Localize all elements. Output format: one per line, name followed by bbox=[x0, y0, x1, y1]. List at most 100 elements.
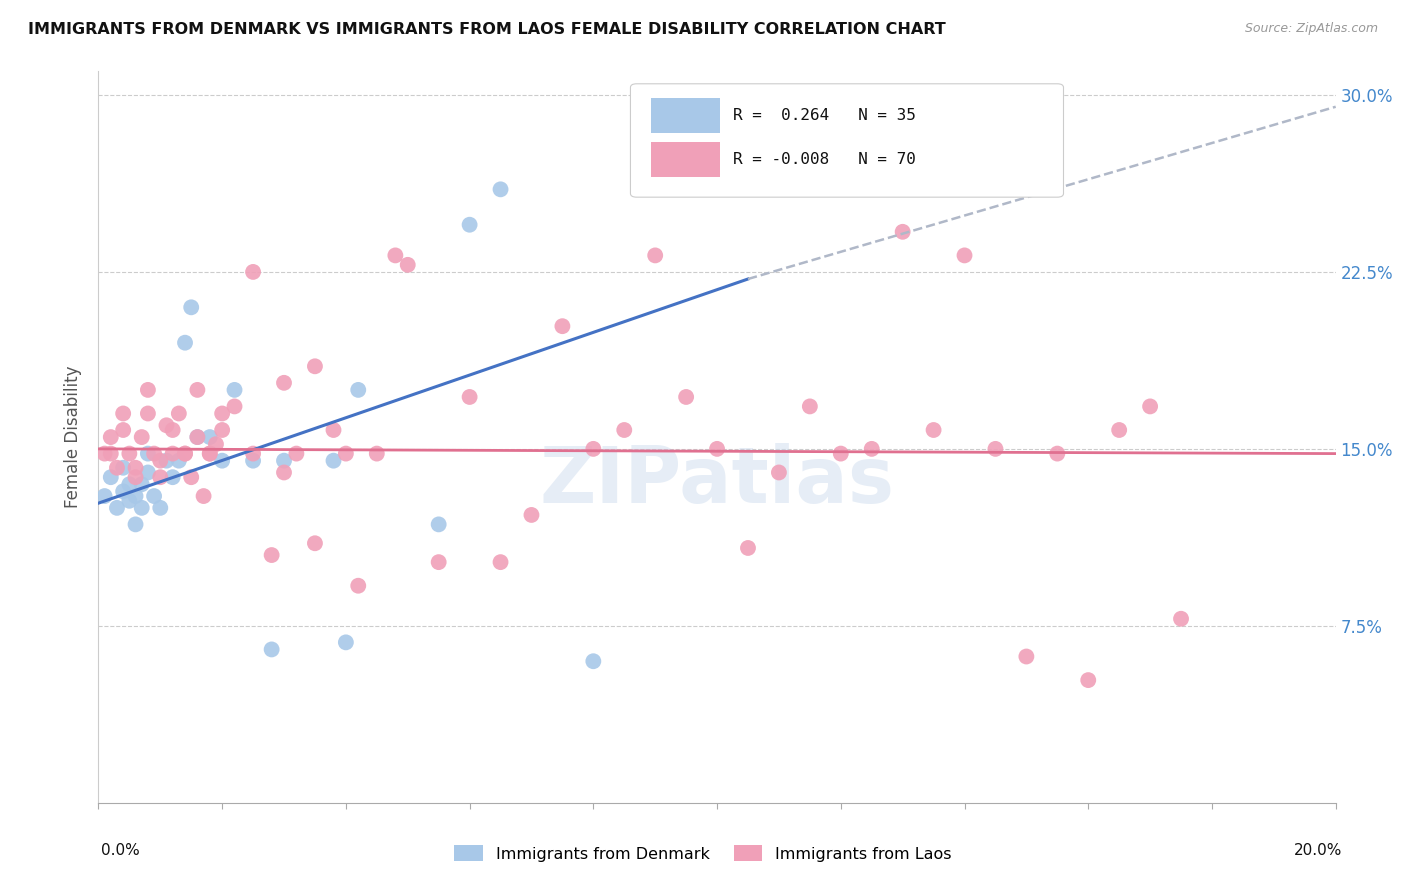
Point bbox=[799, 400, 821, 414]
Text: 20.0%: 20.0% bbox=[1295, 843, 1343, 858]
Text: IMMIGRANTS FROM DENMARK VS IMMIGRANTS FROM LAOS FEMALE DISABILITY CORRELATION CH: IMMIGRANTS FROM DENMARK VS IMMIGRANTS FR… bbox=[28, 22, 946, 37]
Point bbox=[224, 383, 246, 397]
Point bbox=[124, 489, 146, 503]
FancyBboxPatch shape bbox=[630, 84, 1063, 197]
Point bbox=[198, 447, 221, 461]
Text: R =  0.264   N = 35: R = 0.264 N = 35 bbox=[733, 108, 917, 123]
Point bbox=[520, 508, 543, 522]
Point bbox=[112, 423, 135, 437]
Point bbox=[273, 466, 295, 480]
Point bbox=[1108, 423, 1130, 437]
Point bbox=[105, 500, 128, 515]
Point bbox=[830, 447, 852, 461]
Point bbox=[124, 460, 146, 475]
Point bbox=[100, 470, 122, 484]
Point bbox=[180, 301, 202, 315]
Point bbox=[396, 258, 419, 272]
Point bbox=[186, 383, 208, 397]
Point bbox=[186, 430, 208, 444]
Point bbox=[768, 466, 790, 480]
Point bbox=[155, 453, 177, 467]
Point bbox=[489, 555, 512, 569]
Point bbox=[304, 536, 326, 550]
Point bbox=[304, 359, 326, 374]
Point bbox=[613, 423, 636, 437]
Point bbox=[112, 460, 135, 475]
Point bbox=[155, 418, 177, 433]
Point bbox=[136, 407, 159, 421]
Point bbox=[100, 430, 122, 444]
Point bbox=[242, 447, 264, 461]
Point bbox=[136, 447, 159, 461]
Point bbox=[143, 489, 166, 503]
Point bbox=[322, 423, 344, 437]
Point bbox=[427, 555, 450, 569]
Point bbox=[644, 248, 666, 262]
Point bbox=[167, 407, 190, 421]
Point bbox=[118, 447, 141, 461]
Point bbox=[93, 447, 115, 461]
Point bbox=[384, 248, 406, 262]
Point bbox=[180, 470, 202, 484]
Point bbox=[149, 453, 172, 467]
Point bbox=[1139, 400, 1161, 414]
Point bbox=[198, 430, 221, 444]
Point bbox=[211, 407, 233, 421]
Point bbox=[582, 654, 605, 668]
Point bbox=[136, 383, 159, 397]
Point bbox=[891, 225, 914, 239]
Point bbox=[1046, 447, 1069, 461]
Point bbox=[260, 642, 283, 657]
Point bbox=[335, 447, 357, 461]
Point bbox=[953, 248, 976, 262]
Point bbox=[131, 430, 153, 444]
Point bbox=[162, 447, 184, 461]
Point bbox=[347, 579, 370, 593]
Point bbox=[458, 218, 481, 232]
Point bbox=[675, 390, 697, 404]
Point bbox=[162, 470, 184, 484]
Point bbox=[205, 437, 228, 451]
Text: Source: ZipAtlas.com: Source: ZipAtlas.com bbox=[1244, 22, 1378, 36]
Point bbox=[706, 442, 728, 456]
Point bbox=[922, 423, 945, 437]
Point bbox=[860, 442, 883, 456]
Point bbox=[427, 517, 450, 532]
Point bbox=[211, 423, 233, 437]
Point bbox=[582, 442, 605, 456]
Point bbox=[984, 442, 1007, 456]
Point bbox=[1170, 612, 1192, 626]
Point bbox=[124, 470, 146, 484]
Point bbox=[242, 453, 264, 467]
Point bbox=[174, 335, 197, 350]
Point bbox=[143, 447, 166, 461]
Point bbox=[105, 460, 128, 475]
Point bbox=[347, 383, 370, 397]
Point bbox=[242, 265, 264, 279]
Point bbox=[551, 319, 574, 334]
Text: 0.0%: 0.0% bbox=[101, 843, 141, 858]
Point bbox=[118, 477, 141, 491]
Point bbox=[273, 453, 295, 467]
Point bbox=[737, 541, 759, 555]
Point bbox=[322, 453, 344, 467]
Text: R = -0.008   N = 70: R = -0.008 N = 70 bbox=[733, 152, 917, 167]
Point bbox=[100, 447, 122, 461]
Point bbox=[211, 453, 233, 467]
Point bbox=[149, 470, 172, 484]
Point bbox=[131, 477, 153, 491]
Point bbox=[285, 447, 308, 461]
Point bbox=[335, 635, 357, 649]
Point bbox=[124, 517, 146, 532]
Point bbox=[162, 423, 184, 437]
Point bbox=[260, 548, 283, 562]
Point bbox=[186, 430, 208, 444]
Point bbox=[174, 447, 197, 461]
Bar bbox=[651, 98, 720, 133]
Point bbox=[112, 407, 135, 421]
Point bbox=[136, 466, 159, 480]
Point bbox=[489, 182, 512, 196]
Bar bbox=[651, 142, 720, 177]
Point bbox=[93, 489, 115, 503]
Text: ZIPatlas: ZIPatlas bbox=[540, 443, 894, 519]
